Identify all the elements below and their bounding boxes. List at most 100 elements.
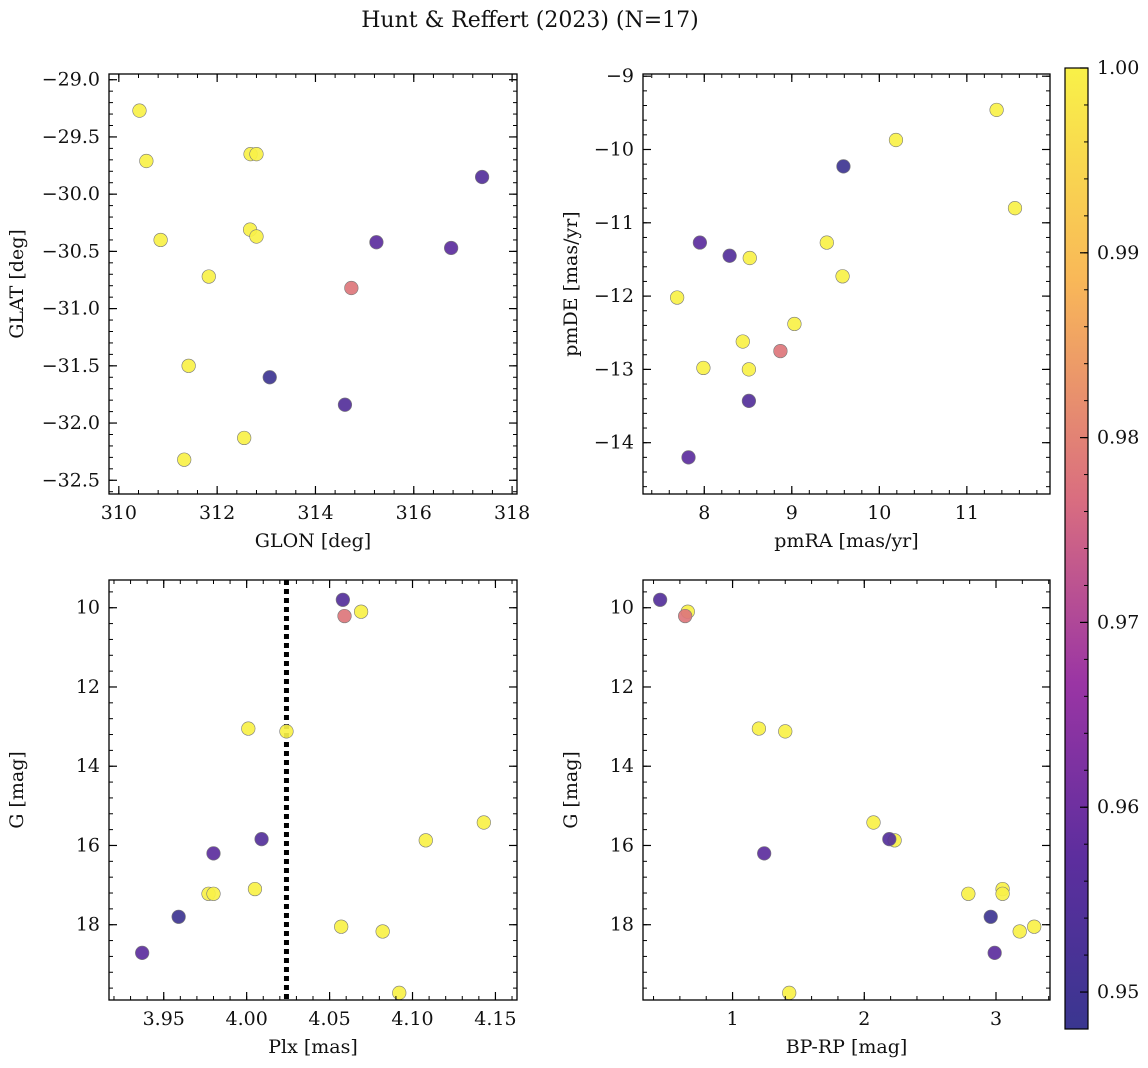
data-point <box>344 280 359 296</box>
x-tick-label: 3 <box>990 1008 1002 1030</box>
x-tick-label: 8 <box>698 502 710 524</box>
x-tick-label: 4.15 <box>474 1008 516 1030</box>
data-point <box>722 248 737 263</box>
y-tick-label: −31.0 <box>42 298 100 320</box>
y-tick-label: −11 <box>594 212 634 234</box>
y-tick-label: −31.5 <box>42 355 100 377</box>
data-point <box>741 362 757 377</box>
y-tick-label: −32.0 <box>42 412 100 434</box>
y-tick-label: 14 <box>610 755 634 777</box>
data-point <box>995 886 1010 901</box>
colorbar: 0.95 0.96 0.97 0.98 0.99 1.00 <box>1064 57 1139 1030</box>
data-point <box>418 833 433 848</box>
y-tick-label: 12 <box>76 676 100 698</box>
data-point <box>135 945 150 960</box>
data-point <box>139 153 154 169</box>
panel-1: 310 312 314 316 318 −29.0 −29.5 −30.0 −30.5 −31.0… <box>6 69 530 552</box>
y-tick-label: −32.5 <box>42 469 100 491</box>
data-point <box>882 832 897 847</box>
data-point <box>375 924 390 939</box>
x-axis-label: GLON [deg] <box>255 530 371 552</box>
data-point <box>254 832 269 847</box>
y-tick-label: 16 <box>610 834 634 856</box>
figure-title: Hunt & Reffert (2023) (N=17) <box>361 8 699 33</box>
data-point <box>249 147 264 162</box>
data-point <box>983 909 998 924</box>
data-point <box>773 343 788 359</box>
data-point <box>670 290 685 305</box>
data-point <box>778 724 793 739</box>
data-point <box>353 604 369 619</box>
data-point <box>819 235 834 250</box>
data-point <box>751 721 767 736</box>
y-tick-label: −10 <box>594 138 634 160</box>
data-point <box>1027 919 1042 934</box>
y-tick-label: 18 <box>610 914 634 936</box>
data-point <box>444 240 459 256</box>
x-tick-label: 10 <box>867 502 891 524</box>
data-point <box>836 159 851 174</box>
colorbar-tick-label: 0.98 <box>1097 427 1139 449</box>
x-tick-label: 4.05 <box>308 1008 350 1030</box>
y-tick-label: −30.0 <box>42 183 100 205</box>
x-tick-label: 314 <box>297 502 333 524</box>
x-tick-label: 310 <box>101 502 137 524</box>
y-tick-label: −12 <box>594 285 634 307</box>
x-axis-label: pmRA [mas/yr] <box>774 530 918 552</box>
x-tick-label: 3.95 <box>143 1008 185 1030</box>
x-axis-label: Plx [mas] <box>268 1036 358 1058</box>
colorbar-tick-label: 0.96 <box>1097 796 1139 818</box>
data-point <box>206 846 221 861</box>
data-point <box>132 103 147 118</box>
x-tick-label: 4.00 <box>226 1008 268 1030</box>
x-tick-label: 9 <box>786 502 798 524</box>
data-point <box>474 169 490 185</box>
data-point <box>696 360 711 376</box>
colorbar-tick-label: 0.97 <box>1097 611 1139 633</box>
y-tick-label: −9 <box>606 65 634 87</box>
y-axis-label: G [mag] <box>560 751 582 829</box>
data-point <box>334 919 349 934</box>
y-tick-label: −30.5 <box>42 240 100 262</box>
axes-frame <box>108 579 518 1001</box>
data-point <box>961 886 976 901</box>
data-point <box>735 334 750 349</box>
axes-frame <box>642 579 1051 1001</box>
data-point <box>237 430 252 446</box>
x-tick-label: 312 <box>199 502 235 524</box>
data-point <box>742 250 757 266</box>
data-point <box>153 232 168 248</box>
y-tick-label: 14 <box>76 755 100 777</box>
y-tick-label: −13 <box>594 358 634 380</box>
data-point <box>262 370 277 385</box>
data-point <box>476 815 491 830</box>
colorbar-tick-label: 0.95 <box>1097 981 1139 1003</box>
colorbar-tick-label: 1.00 <box>1097 57 1139 79</box>
data-point <box>177 452 192 467</box>
x-tick-label: 11 <box>955 502 979 524</box>
data-point <box>337 397 353 412</box>
data-point <box>392 985 407 1000</box>
data-point <box>247 881 263 897</box>
data-point <box>987 945 1002 960</box>
data-point <box>369 235 384 250</box>
axes-frame <box>108 73 518 495</box>
data-point <box>1007 201 1023 216</box>
data-point <box>171 909 186 924</box>
data-point <box>653 592 668 607</box>
data-point <box>1012 924 1027 939</box>
data-point <box>241 721 256 736</box>
y-tick-label: −29.0 <box>42 69 100 91</box>
panels: 310 312 314 316 318−29.0−29.5−30.0−30.5−31.0… <box>6 65 1051 1058</box>
y-tick-label: −29.5 <box>42 126 100 148</box>
data-point <box>201 269 216 284</box>
data-point <box>787 316 802 332</box>
x-axis-label: BP-RP [mag] <box>786 1036 908 1058</box>
y-tick-label: 12 <box>610 676 634 698</box>
x-tick-label: 1 <box>727 1008 739 1030</box>
data-point <box>678 608 693 624</box>
x-tick-label: 2 <box>858 1008 870 1030</box>
data-point <box>888 132 904 148</box>
